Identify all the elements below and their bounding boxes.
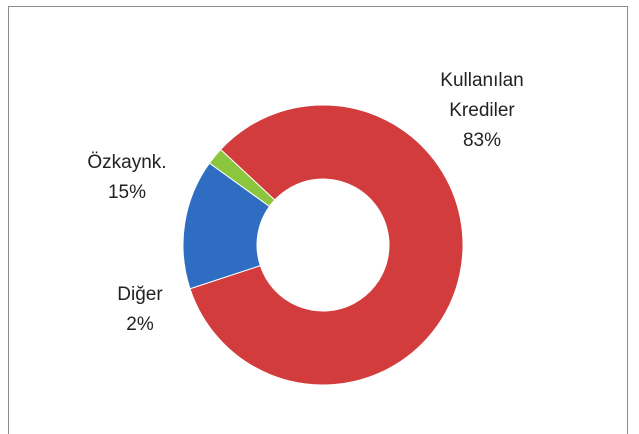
value-label: 15%	[107, 182, 147, 203]
category-label: Diğer	[117, 284, 163, 305]
slice-label: Özkaynk. 15%	[62, 148, 192, 208]
category-label: Kullanılan Krediler	[440, 70, 524, 121]
donut-slice	[208, 148, 276, 208]
value-label: 2%	[126, 314, 154, 335]
category-label: Özkaynk.	[87, 152, 167, 173]
slice-label: Kullanılan Krediler 83%	[412, 66, 552, 156]
value-label: 83%	[462, 130, 502, 151]
chart-frame	[8, 6, 628, 434]
slice-label: Diğer 2%	[80, 280, 200, 340]
donut-slice	[189, 104, 464, 386]
